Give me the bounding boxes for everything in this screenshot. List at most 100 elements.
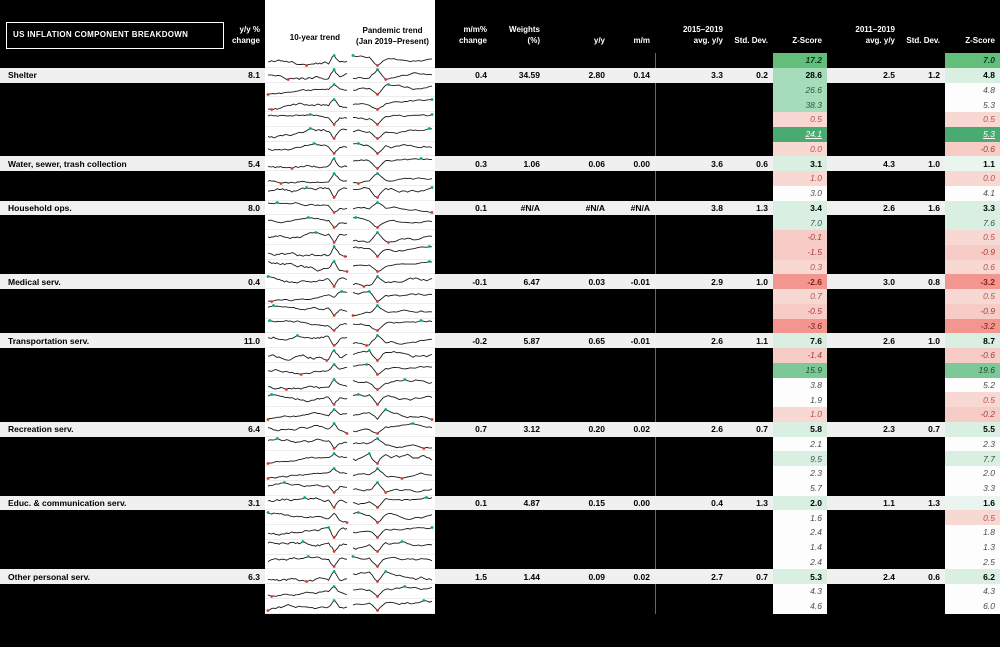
sparkline-pandemic bbox=[350, 82, 435, 98]
redacted-strip bbox=[0, 407, 265, 422]
zscore-1-cell: 2.0 bbox=[773, 495, 827, 511]
zscore-2-cell: 19.6 bbox=[945, 362, 1000, 378]
weights-value: 34.59 bbox=[492, 67, 545, 83]
redacted-strip bbox=[435, 141, 655, 157]
pandemic-trend-chart bbox=[352, 466, 433, 480]
zscore-2-cell: 7.0 bbox=[945, 53, 1000, 68]
zscore-1-cell: 4.3 bbox=[773, 584, 827, 599]
redacted-strip bbox=[655, 318, 773, 334]
zscore-2-cell: 0.5 bbox=[945, 230, 1000, 245]
pandemic-trend-chart bbox=[352, 481, 433, 495]
zscore-1-cell: -1.5 bbox=[773, 244, 827, 260]
redacted-strip bbox=[655, 377, 773, 393]
table-body: 17.2 7.0 Shelter 8.1 0.4 34.59 2.80 0.14 3.3 0.2 2… bbox=[0, 53, 1000, 614]
redacted-strip bbox=[655, 407, 773, 422]
redacted-strip bbox=[0, 392, 265, 407]
sparkline-10yr bbox=[265, 598, 350, 614]
redacted-strip bbox=[435, 348, 655, 363]
redacted-strip bbox=[0, 525, 265, 540]
sparkline-10yr bbox=[265, 539, 350, 555]
yoy-change-value: 5.4 bbox=[225, 156, 265, 171]
sparkline-pandemic bbox=[350, 185, 435, 201]
zscore-2-cell: 1.6 bbox=[945, 495, 1000, 511]
pandemic-trend-chart bbox=[352, 156, 432, 170]
yy-value: 0.09 bbox=[545, 569, 610, 584]
redacted-strip bbox=[655, 362, 773, 378]
ten-year-trend-chart bbox=[267, 392, 348, 406]
redacted-strip bbox=[435, 362, 655, 378]
zscore-1-cell: 0.5 bbox=[773, 112, 827, 127]
zscore-1-cell: 38.3 bbox=[773, 97, 827, 112]
redacted-row: 3.0 4.1 bbox=[0, 185, 1000, 201]
sparkline-pandemic bbox=[350, 259, 435, 275]
redacted-strip bbox=[0, 598, 265, 614]
pandemic-trend-chart bbox=[353, 363, 433, 377]
sparkline-10yr bbox=[265, 289, 350, 304]
component-label: Recreation serv. bbox=[0, 421, 225, 437]
redacted-strip bbox=[827, 303, 945, 319]
redacted-strip bbox=[435, 407, 655, 422]
pandemic-trend-chart bbox=[352, 348, 433, 362]
redacted-strip bbox=[435, 451, 655, 466]
redacted-strip bbox=[827, 230, 945, 245]
redacted-row: 4.6 6.0 bbox=[0, 598, 1000, 614]
ten-year-trend-chart bbox=[267, 215, 348, 229]
redacted-strip bbox=[655, 554, 773, 570]
redacted-strip bbox=[655, 466, 773, 481]
redacted-strip bbox=[0, 539, 265, 555]
zscore-1-cell: -1.4 bbox=[773, 348, 827, 363]
redacted-row: 26.6 4.8 bbox=[0, 82, 1000, 98]
sparkline-pandemic bbox=[350, 362, 435, 378]
ten-year-trend-chart bbox=[266, 83, 348, 96]
redacted-strip bbox=[655, 480, 773, 496]
yy-value: #N/A bbox=[545, 200, 610, 216]
mm-value: 0.02 bbox=[610, 421, 655, 437]
std-dev-1-value: 1.3 bbox=[728, 200, 773, 216]
redacted-strip bbox=[827, 318, 945, 334]
redacted-row: 24.1 5.3 bbox=[0, 126, 1000, 142]
redacted-strip bbox=[0, 348, 265, 363]
sparkline-pandemic bbox=[350, 584, 435, 599]
redacted-strip bbox=[0, 244, 265, 260]
redacted-strip bbox=[827, 53, 945, 68]
yoy-change-value: 11.0 bbox=[225, 333, 265, 348]
sparkline-pandemic bbox=[350, 348, 435, 363]
component-label: Transportation serv. bbox=[0, 333, 225, 348]
redacted-strip bbox=[827, 141, 945, 157]
redacted-strip bbox=[435, 259, 655, 275]
std-dev-2-value: 1.3 bbox=[900, 495, 945, 511]
redacted-strip bbox=[655, 185, 773, 201]
sparkline-10yr bbox=[265, 421, 350, 437]
std-dev-1-value: 1.0 bbox=[728, 274, 773, 289]
zscore-2-cell: 7.7 bbox=[945, 451, 1000, 466]
redacted-strip bbox=[827, 215, 945, 230]
redacted-strip bbox=[0, 480, 265, 496]
pandemic-trend-chart bbox=[352, 289, 433, 303]
mm-value: 0.00 bbox=[610, 156, 655, 171]
ten-year-trend-chart bbox=[267, 555, 347, 568]
zscore-1-cell: 17.2 bbox=[773, 53, 827, 68]
zscore-1-cell: 3.4 bbox=[773, 200, 827, 216]
weights-value: #N/A bbox=[492, 200, 545, 216]
redacted-strip bbox=[435, 171, 655, 186]
zscore-1-cell: 5.8 bbox=[773, 421, 827, 437]
weights-value: 5.87 bbox=[492, 333, 545, 348]
zscore-2-cell: 1.1 bbox=[945, 156, 1000, 171]
ten-year-trend-chart bbox=[268, 68, 348, 82]
sparkline-10yr bbox=[265, 126, 350, 142]
redacted-row: -3.6 -3.2 bbox=[0, 318, 1000, 334]
mm-change-value: 0.1 bbox=[435, 495, 492, 511]
sparkline-10yr bbox=[265, 259, 350, 275]
avg-2015-2019-value: 2.6 bbox=[655, 333, 728, 348]
redacted-strip bbox=[435, 185, 655, 201]
redacted-strip bbox=[827, 362, 945, 378]
yy-value: 0.03 bbox=[545, 274, 610, 289]
std-dev-2-value: 1.0 bbox=[900, 333, 945, 348]
sparkline-pandemic bbox=[350, 466, 435, 481]
avg-2011-2019-value: 1.1 bbox=[827, 495, 900, 511]
zscore-2-cell: 4.1 bbox=[945, 185, 1000, 201]
redacted-strip bbox=[827, 436, 945, 452]
mm-change-value: 0.7 bbox=[435, 421, 492, 437]
sparkline-pandemic bbox=[350, 230, 435, 245]
sparkline-pandemic bbox=[350, 112, 435, 127]
